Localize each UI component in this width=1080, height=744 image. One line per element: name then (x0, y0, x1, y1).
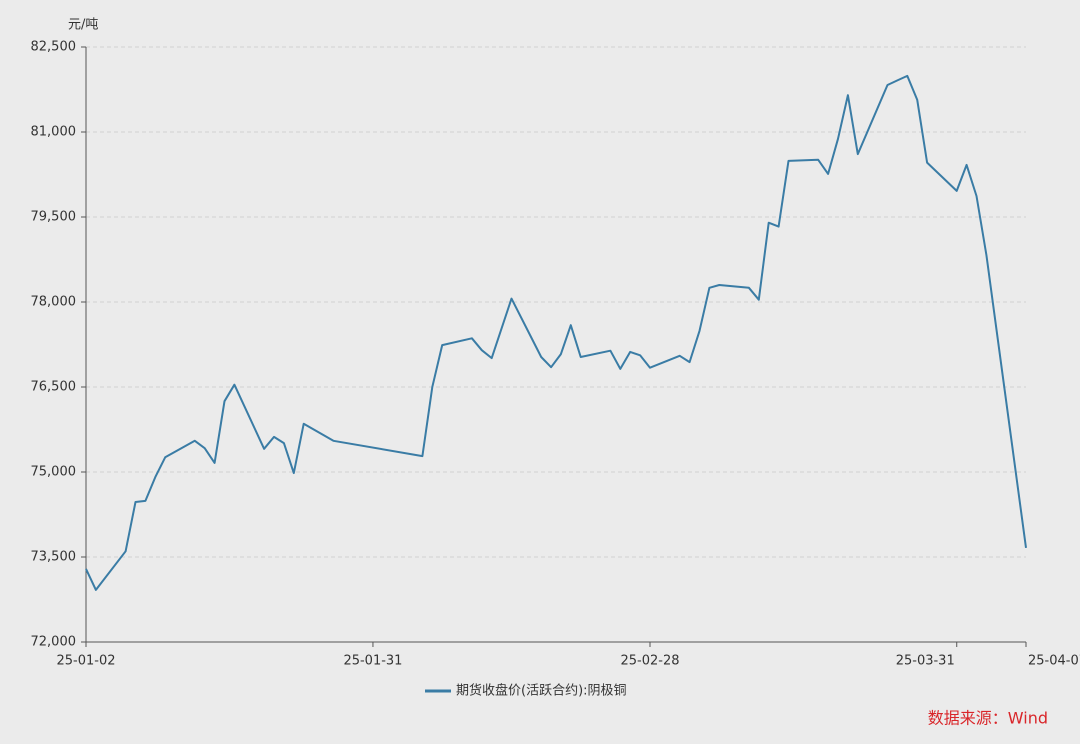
y-tick-label: 78,000 (31, 295, 77, 310)
data-line (85, 74, 1027, 591)
y-axis-unit: 元/吨 (68, 18, 98, 33)
x-tick-label: 25-01-02 (56, 654, 115, 669)
y-tick-label: 72,000 (31, 635, 77, 650)
x-tick-label: 25-01-31 (343, 654, 402, 669)
y-tick-label: 82,500 (31, 40, 77, 55)
x-tick-label: 25-04-07 (1028, 654, 1080, 669)
x-tick-label: 25-02-28 (620, 654, 679, 669)
y-tick-label: 73,500 (31, 550, 77, 565)
legend-label: 期货收盘价(活跃合约):阴极铜 (456, 683, 627, 699)
x-tick-label: 25-03-31 (896, 654, 955, 669)
y-tick-label: 79,500 (31, 210, 77, 225)
y-tick-label: 76,500 (31, 380, 77, 395)
y-tick-label: 81,000 (31, 125, 77, 140)
source-note: 数据来源：Wind (928, 709, 1048, 728)
y-tick-label: 75,000 (31, 465, 77, 480)
